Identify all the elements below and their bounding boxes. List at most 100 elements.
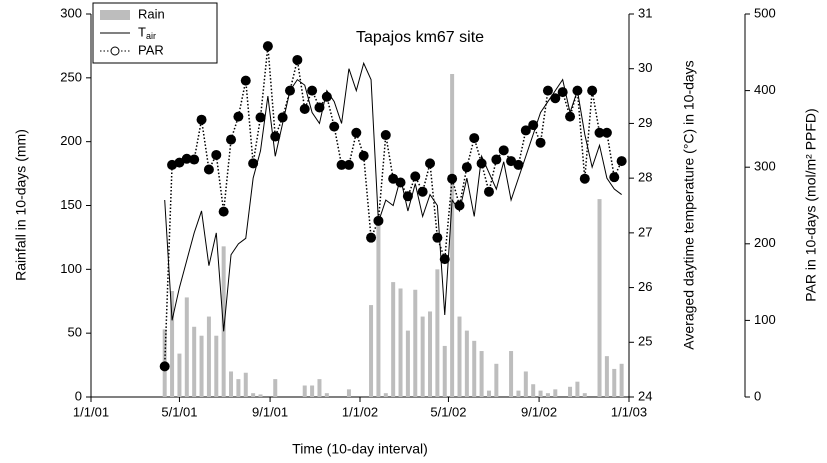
legend-swatch	[100, 10, 130, 20]
par-marker	[513, 159, 524, 170]
par-marker	[299, 103, 310, 114]
rain-bar	[531, 384, 536, 397]
rain-bar	[302, 385, 307, 397]
par-marker	[476, 158, 487, 169]
y2-tick-label: 30	[638, 60, 652, 75]
x-tick-label: 1/1/01	[73, 404, 109, 419]
y2-tick-label: 29	[638, 115, 652, 130]
y-axis-label: Rainfall in 10-days (mm)	[13, 129, 29, 281]
par-marker	[410, 171, 421, 182]
y2-tick-label: 28	[638, 170, 652, 185]
y3-tick-label: 400	[754, 82, 776, 97]
par-marker	[616, 156, 627, 167]
y2-tick-label: 25	[638, 334, 652, 349]
par-marker	[483, 186, 494, 197]
par-marker	[366, 232, 377, 243]
par-marker	[203, 164, 214, 175]
legend-label: PAR	[138, 42, 164, 57]
rain-bar	[523, 371, 528, 397]
par-marker	[314, 102, 325, 113]
y3-tick-label: 200	[754, 235, 776, 250]
rain-bar	[516, 390, 521, 397]
rain-bar	[479, 351, 484, 397]
par-marker	[159, 361, 170, 372]
par-marker	[491, 154, 502, 165]
par-marker	[447, 173, 458, 184]
par-marker	[218, 206, 229, 217]
rain-bar	[553, 389, 558, 397]
rain-bar	[486, 390, 491, 397]
rain-bar	[376, 218, 381, 397]
par-marker	[454, 200, 465, 211]
y-tick-label: 100	[60, 261, 82, 276]
legend-label: Rain	[138, 6, 165, 21]
rain-bar	[619, 363, 624, 397]
x-tick-label: 9/1/02	[521, 404, 557, 419]
par-marker	[226, 134, 237, 145]
par-marker	[196, 114, 207, 125]
rain-bar	[221, 246, 226, 397]
par-marker	[321, 91, 332, 102]
par-marker	[461, 162, 472, 173]
rain-bar	[170, 291, 175, 397]
par-marker	[439, 254, 450, 265]
x-tick-label: 9/1/01	[252, 404, 288, 419]
series-line	[163, 46, 623, 367]
rain-bar	[494, 363, 499, 397]
rain-bar	[545, 393, 550, 397]
rain-bar	[457, 316, 462, 397]
par-marker	[233, 111, 244, 122]
rain-bar	[538, 390, 543, 397]
rain-bar	[597, 199, 602, 397]
par-marker	[255, 112, 266, 123]
par-marker	[601, 127, 612, 138]
par-marker	[358, 150, 369, 161]
rain-bar	[568, 386, 573, 397]
par-marker	[579, 173, 590, 184]
par-marker	[292, 54, 303, 65]
x-axis-label: Time (10-day interval)	[292, 441, 428, 457]
y3-tick-label: 300	[754, 159, 776, 174]
rain-bar	[214, 335, 219, 397]
par-marker	[565, 111, 576, 122]
y2-tick-label: 27	[638, 224, 652, 239]
x-tick-label: 1/1/02	[342, 404, 378, 419]
y3-tick-label: 100	[754, 312, 776, 327]
rain-bar	[612, 368, 617, 397]
rain-bar	[236, 379, 241, 397]
par-marker	[609, 172, 620, 183]
rain-bar	[464, 330, 469, 397]
y-tick-label: 0	[75, 388, 82, 403]
rain-bar	[199, 335, 204, 397]
rain-bar	[310, 385, 315, 397]
rain-bar	[435, 269, 440, 397]
par-marker	[469, 133, 480, 144]
par-marker	[425, 158, 436, 169]
rain-bar	[450, 74, 455, 398]
y2-axis-label: Averaged daytime temperature (°C) in 10-…	[681, 60, 697, 349]
par-marker	[528, 120, 539, 131]
rain-bar	[428, 311, 433, 397]
rain-bar	[472, 340, 477, 397]
y-tick-label: 150	[60, 197, 82, 212]
y2-tick-label: 24	[638, 388, 652, 403]
rain-bar	[184, 297, 189, 397]
par-marker	[373, 215, 384, 226]
par-marker	[262, 41, 273, 52]
par-marker	[587, 85, 598, 96]
par-marker	[248, 158, 259, 169]
rain-bar	[317, 379, 322, 397]
par-marker	[402, 191, 413, 202]
par-marker	[542, 85, 553, 96]
rain-bar	[258, 394, 263, 397]
par-marker	[594, 127, 605, 138]
y3-tick-label: 500	[754, 5, 776, 20]
par-marker	[351, 127, 362, 138]
par-marker	[520, 125, 531, 136]
rain-bar	[229, 371, 234, 397]
rain-bar	[346, 389, 351, 397]
par-marker	[535, 137, 546, 148]
par-marker	[174, 157, 185, 168]
y-tick-label: 50	[68, 325, 82, 340]
